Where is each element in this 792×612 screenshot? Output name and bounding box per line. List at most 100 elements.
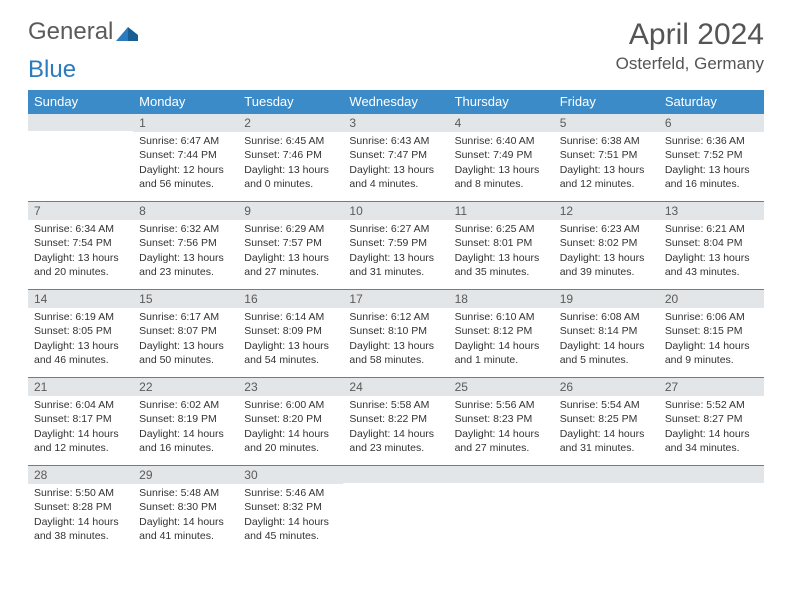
sunset-text: Sunset: 8:19 PM xyxy=(139,412,232,426)
day-number: 4 xyxy=(449,113,554,132)
weekday-header: Tuesday xyxy=(238,90,343,113)
sunset-text: Sunset: 8:01 PM xyxy=(455,236,548,250)
day-body: Sunrise: 5:46 AMSunset: 8:32 PMDaylight:… xyxy=(238,484,343,547)
daylight-text: Daylight: 13 hours and 54 minutes. xyxy=(244,339,337,367)
sunset-text: Sunset: 8:28 PM xyxy=(34,500,127,514)
calendar-day-cell: 12Sunrise: 6:23 AMSunset: 8:02 PMDayligh… xyxy=(554,201,659,289)
day-number: 18 xyxy=(449,289,554,308)
logo-text-general: General xyxy=(28,18,113,46)
day-number: 25 xyxy=(449,377,554,396)
sunrise-text: Sunrise: 6:40 AM xyxy=(455,134,548,148)
day-number: 21 xyxy=(28,377,133,396)
day-number: 15 xyxy=(133,289,238,308)
weekday-header: Thursday xyxy=(449,90,554,113)
daylight-text: Daylight: 13 hours and 12 minutes. xyxy=(560,163,653,191)
sunset-text: Sunset: 7:52 PM xyxy=(665,148,758,162)
day-number: 14 xyxy=(28,289,133,308)
day-number: 17 xyxy=(343,289,448,308)
sunset-text: Sunset: 8:15 PM xyxy=(665,324,758,338)
calendar-day-cell: 9Sunrise: 6:29 AMSunset: 7:57 PMDaylight… xyxy=(238,201,343,289)
day-body: Sunrise: 6:04 AMSunset: 8:17 PMDaylight:… xyxy=(28,396,133,459)
calendar-day-cell: 1Sunrise: 6:47 AMSunset: 7:44 PMDaylight… xyxy=(133,113,238,201)
sunrise-text: Sunrise: 6:27 AM xyxy=(349,222,442,236)
daylight-text: Daylight: 13 hours and 16 minutes. xyxy=(665,163,758,191)
weekday-header: Friday xyxy=(554,90,659,113)
sunset-text: Sunset: 8:07 PM xyxy=(139,324,232,338)
sunset-text: Sunset: 8:10 PM xyxy=(349,324,442,338)
day-body: Sunrise: 6:08 AMSunset: 8:14 PMDaylight:… xyxy=(554,308,659,371)
day-body: Sunrise: 5:48 AMSunset: 8:30 PMDaylight:… xyxy=(133,484,238,547)
calendar-day-cell: 13Sunrise: 6:21 AMSunset: 8:04 PMDayligh… xyxy=(659,201,764,289)
sunrise-text: Sunrise: 6:08 AM xyxy=(560,310,653,324)
sunset-text: Sunset: 8:25 PM xyxy=(560,412,653,426)
day-body: Sunrise: 6:40 AMSunset: 7:49 PMDaylight:… xyxy=(449,132,554,195)
sunrise-text: Sunrise: 5:50 AM xyxy=(34,486,127,500)
day-number xyxy=(28,113,133,131)
daylight-text: Daylight: 14 hours and 31 minutes. xyxy=(560,427,653,455)
sunrise-text: Sunrise: 5:56 AM xyxy=(455,398,548,412)
day-number: 8 xyxy=(133,201,238,220)
daylight-text: Daylight: 14 hours and 41 minutes. xyxy=(139,515,232,543)
day-body: Sunrise: 6:34 AMSunset: 7:54 PMDaylight:… xyxy=(28,220,133,283)
calendar-day-cell: 14Sunrise: 6:19 AMSunset: 8:05 PMDayligh… xyxy=(28,289,133,377)
day-body: Sunrise: 6:47 AMSunset: 7:44 PMDaylight:… xyxy=(133,132,238,195)
weekday-header: Sunday xyxy=(28,90,133,113)
sunset-text: Sunset: 7:51 PM xyxy=(560,148,653,162)
day-body: Sunrise: 6:10 AMSunset: 8:12 PMDaylight:… xyxy=(449,308,554,371)
daylight-text: Daylight: 13 hours and 20 minutes. xyxy=(34,251,127,279)
logo-text-blue: Blue xyxy=(28,56,764,84)
sunrise-text: Sunrise: 6:14 AM xyxy=(244,310,337,324)
daylight-text: Daylight: 14 hours and 34 minutes. xyxy=(665,427,758,455)
calendar-day-cell: 25 Sunrise: 5:56 AMSunset: 8:23 PMDayligh… xyxy=(449,377,554,465)
calendar-day-cell: 2Sunrise: 6:45 AMSunset: 7:46 PMDaylight… xyxy=(238,113,343,201)
calendar-day-cell: 15Sunrise: 6:17 AMSunset: 8:07 PMDayligh… xyxy=(133,289,238,377)
day-body: Sunrise: 6:29 AMSunset: 7:57 PMDaylight:… xyxy=(238,220,343,283)
day-body: Sunrise: 6:17 AMSunset: 8:07 PMDaylight:… xyxy=(133,308,238,371)
daylight-text: Daylight: 13 hours and 43 minutes. xyxy=(665,251,758,279)
daylight-text: Daylight: 14 hours and 27 minutes. xyxy=(455,427,548,455)
day-number: 7 xyxy=(28,201,133,220)
calendar-day-cell: 11Sunrise: 6:25 AMSunset: 8:01 PMDayligh… xyxy=(449,201,554,289)
sunrise-text: Sunrise: 6:21 AM xyxy=(665,222,758,236)
sunrise-text: Sunrise: 6:10 AM xyxy=(455,310,548,324)
calendar-day-cell: 24Sunrise: 5:58 AMSunset: 8:22 PMDayligh… xyxy=(343,377,448,465)
daylight-text: Daylight: 14 hours and 12 minutes. xyxy=(34,427,127,455)
day-body: Sunrise: 6:12 AMSunset: 8:10 PMDaylight:… xyxy=(343,308,448,371)
calendar-day-cell: 28Sunrise: 5:50 AMSunset: 8:28 PMDayligh… xyxy=(28,465,133,553)
calendar-day-cell: 30Sunrise: 5:46 AMSunset: 8:32 PMDayligh… xyxy=(238,465,343,553)
daylight-text: Daylight: 13 hours and 8 minutes. xyxy=(455,163,548,191)
sunrise-text: Sunrise: 6:45 AM xyxy=(244,134,337,148)
sunset-text: Sunset: 7:46 PM xyxy=(244,148,337,162)
sunset-text: Sunset: 8:30 PM xyxy=(139,500,232,514)
day-number: 19 xyxy=(554,289,659,308)
sunset-text: Sunset: 7:49 PM xyxy=(455,148,548,162)
day-number: 23 xyxy=(238,377,343,396)
day-body: Sunrise: 6:23 AMSunset: 8:02 PMDaylight:… xyxy=(554,220,659,283)
day-body: Sunrise: 5:54 AMSunset: 8:25 PMDaylight:… xyxy=(554,396,659,459)
day-body: Sunrise: 6:38 AMSunset: 7:51 PMDaylight:… xyxy=(554,132,659,195)
sunset-text: Sunset: 8:14 PM xyxy=(560,324,653,338)
sunset-text: Sunset: 8:09 PM xyxy=(244,324,337,338)
day-number: 26 xyxy=(554,377,659,396)
daylight-text: Daylight: 12 hours and 56 minutes. xyxy=(139,163,232,191)
daylight-text: Daylight: 13 hours and 31 minutes. xyxy=(349,251,442,279)
sunrise-text: Sunrise: 6:25 AM xyxy=(455,222,548,236)
calendar-week-row: 28Sunrise: 5:50 AMSunset: 8:28 PMDayligh… xyxy=(28,465,764,553)
sunrise-text: Sunrise: 5:54 AM xyxy=(560,398,653,412)
day-body: Sunrise: 5:52 AMSunset: 8:27 PMDaylight:… xyxy=(659,396,764,459)
day-number: 20 xyxy=(659,289,764,308)
day-body: Sunrise: 6:45 AMSunset: 7:46 PMDaylight:… xyxy=(238,132,343,195)
sunrise-text: Sunrise: 6:47 AM xyxy=(139,134,232,148)
day-number: 16 xyxy=(238,289,343,308)
day-number: 9 xyxy=(238,201,343,220)
calendar-day-cell: 22Sunrise: 6:02 AMSunset: 8:19 PMDayligh… xyxy=(133,377,238,465)
calendar-day-cell xyxy=(449,465,554,553)
daylight-text: Daylight: 13 hours and 46 minutes. xyxy=(34,339,127,367)
daylight-text: Daylight: 14 hours and 20 minutes. xyxy=(244,427,337,455)
sunset-text: Sunset: 8:23 PM xyxy=(455,412,548,426)
day-body: Sunrise: 6:14 AMSunset: 8:09 PMDaylight:… xyxy=(238,308,343,371)
day-number: 6 xyxy=(659,113,764,132)
day-number: 22 xyxy=(133,377,238,396)
sunset-text: Sunset: 8:27 PM xyxy=(665,412,758,426)
daylight-text: Daylight: 14 hours and 38 minutes. xyxy=(34,515,127,543)
